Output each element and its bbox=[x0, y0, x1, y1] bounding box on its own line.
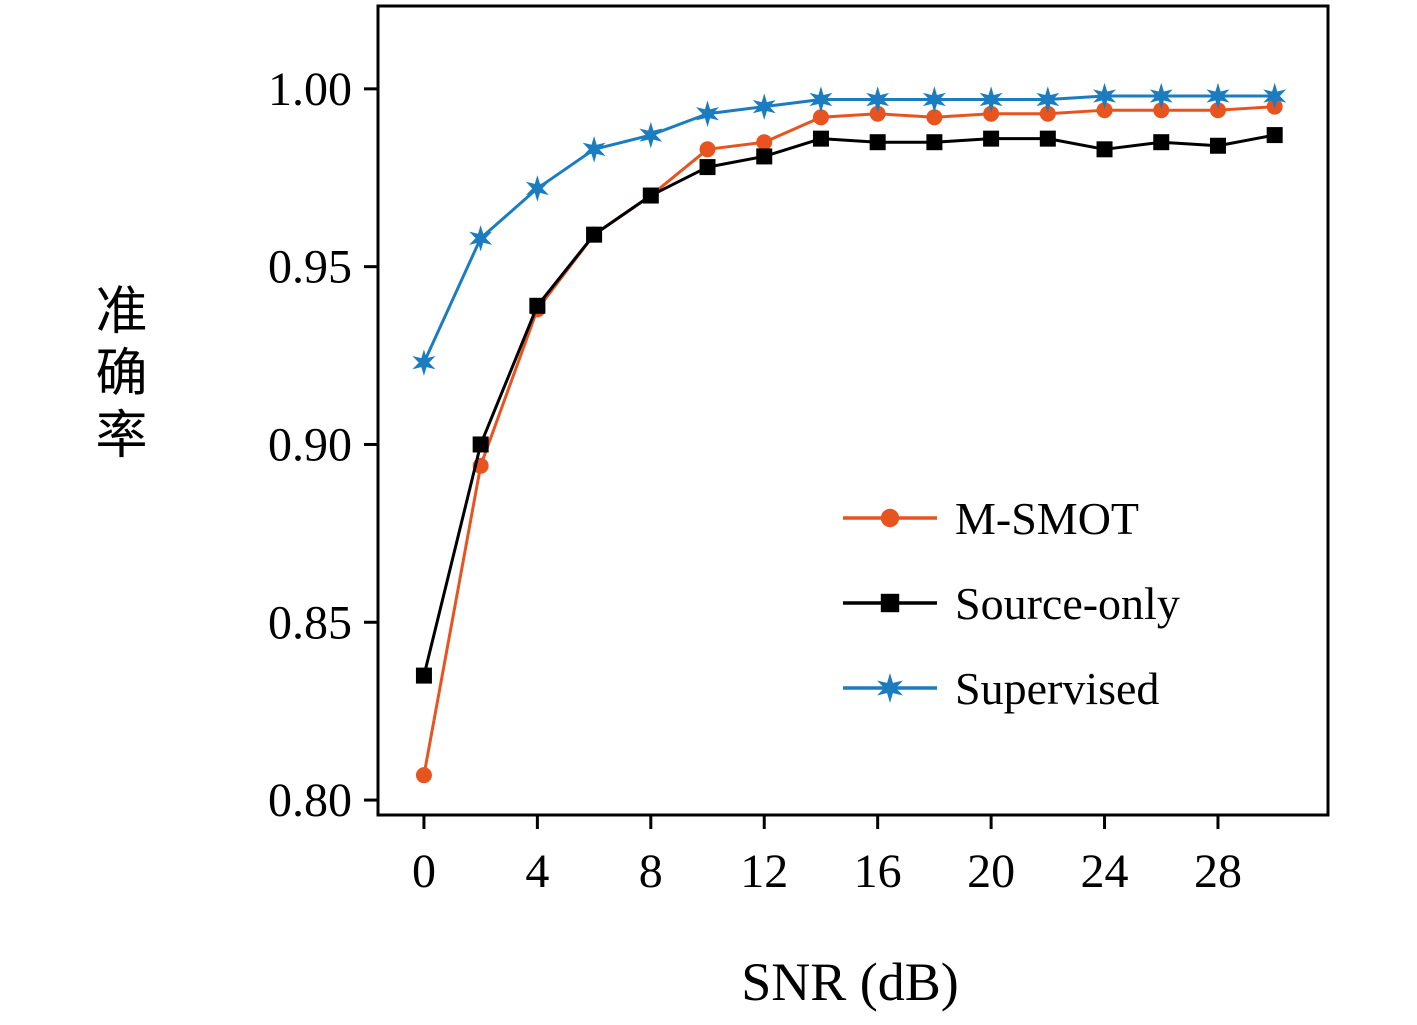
data-point-marker bbox=[869, 134, 886, 151]
data-point-marker bbox=[1263, 82, 1287, 110]
data-point-marker bbox=[979, 86, 1003, 113]
data-point-marker bbox=[1036, 86, 1060, 113]
data-point-marker bbox=[699, 159, 716, 176]
legend-label: M-SMOT bbox=[955, 493, 1139, 544]
legend-label: Supervised bbox=[955, 663, 1159, 714]
data-point-marker bbox=[412, 349, 436, 376]
data-point-marker bbox=[525, 175, 549, 202]
legend-label: Source-only bbox=[955, 578, 1180, 629]
x-tick-label: 20 bbox=[967, 845, 1015, 898]
series-line-supervised bbox=[422, 94, 1275, 364]
data-point-marker bbox=[926, 109, 943, 126]
x-tick-label: 8 bbox=[639, 845, 663, 898]
data-point-marker bbox=[877, 673, 903, 703]
data-point-marker bbox=[1153, 134, 1170, 151]
x-tick-label: 4 bbox=[525, 845, 549, 898]
data-point-marker bbox=[983, 130, 1000, 147]
legend: M-SMOT Source-only Supervised bbox=[843, 493, 1180, 714]
series-line-source-only bbox=[422, 133, 1275, 676]
data-point-marker bbox=[812, 109, 829, 126]
data-point-marker bbox=[415, 667, 432, 684]
series-lines bbox=[412, 82, 1287, 784]
x-tick-label: 28 bbox=[1194, 845, 1242, 898]
x-tick-label: 0 bbox=[412, 845, 436, 898]
data-point-marker bbox=[922, 86, 946, 113]
data-point-marker bbox=[983, 105, 1000, 122]
data-point-marker bbox=[469, 224, 493, 252]
y-axis-label: 准确率 bbox=[87, 283, 144, 469]
data-point-marker bbox=[1149, 82, 1173, 110]
x-axis-label: SNR (dB) bbox=[741, 952, 959, 1012]
x-tick-label: 24 bbox=[1081, 845, 1129, 898]
legend-item-source-only: Source-only bbox=[843, 578, 1180, 629]
data-point-marker bbox=[866, 86, 890, 113]
data-point-marker bbox=[1093, 82, 1117, 110]
data-point-marker bbox=[696, 100, 720, 128]
data-point-marker bbox=[415, 767, 432, 784]
data-point-marker bbox=[809, 86, 833, 113]
data-point-marker bbox=[926, 134, 943, 151]
y-tick-label: 0.80 bbox=[268, 774, 352, 827]
legend-item-m-smot: M-SMOT bbox=[843, 493, 1139, 544]
data-point-marker bbox=[880, 508, 900, 528]
data-point-marker bbox=[752, 93, 776, 120]
data-point-marker bbox=[869, 105, 886, 122]
data-point-marker bbox=[1209, 137, 1226, 154]
y-tick-label: 1.00 bbox=[268, 63, 352, 116]
data-point-marker bbox=[529, 297, 546, 314]
y-axis-ticks: 0.80 0.85 0.90 0.95 1.00 bbox=[268, 63, 378, 827]
x-tick-label: 12 bbox=[740, 845, 788, 898]
data-point-marker bbox=[472, 436, 489, 453]
data-point-marker bbox=[756, 134, 773, 151]
data-point-marker bbox=[1153, 102, 1170, 119]
data-point-marker bbox=[1266, 127, 1283, 144]
data-point-marker bbox=[1096, 141, 1113, 158]
data-point-marker bbox=[1039, 130, 1056, 147]
data-point-marker bbox=[880, 593, 900, 613]
data-point-marker bbox=[586, 226, 603, 243]
data-point-marker bbox=[812, 130, 829, 147]
data-point-marker bbox=[582, 136, 606, 163]
x-axis-ticks: 0 4 8 12 16 20 24 28 bbox=[412, 815, 1242, 898]
data-point-marker bbox=[756, 148, 773, 165]
data-point-marker bbox=[699, 141, 716, 158]
data-point-marker bbox=[639, 121, 663, 149]
y-tick-label: 0.85 bbox=[268, 596, 352, 649]
data-point-marker bbox=[1039, 105, 1056, 122]
data-point-marker bbox=[1096, 102, 1113, 119]
data-point-marker bbox=[642, 187, 659, 204]
y-tick-label: 0.90 bbox=[268, 418, 352, 471]
legend-item-supervised: Supervised bbox=[843, 663, 1159, 714]
data-point-marker bbox=[1206, 82, 1230, 110]
plot-frame bbox=[376, 4, 1330, 817]
data-point-marker bbox=[1209, 102, 1226, 119]
y-tick-label: 0.95 bbox=[268, 241, 352, 294]
x-tick-label: 16 bbox=[854, 845, 902, 898]
